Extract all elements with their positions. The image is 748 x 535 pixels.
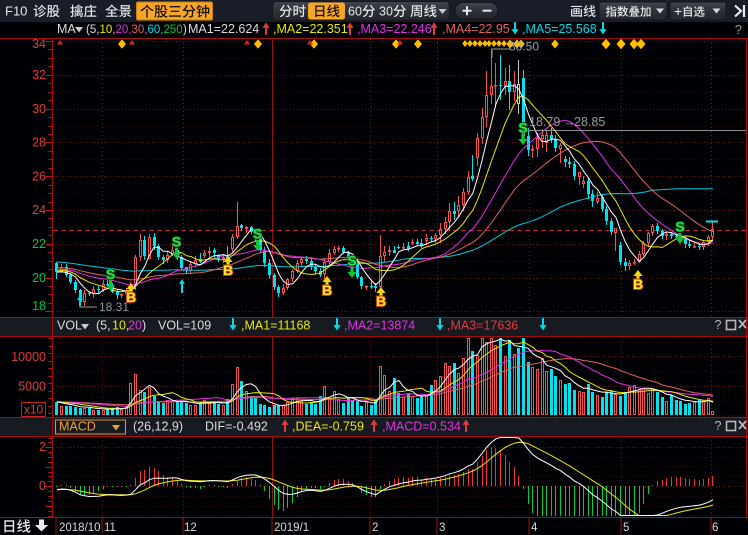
svg-text:B: B [376,293,386,309]
svg-text:250: 250 [164,24,183,36]
svg-text:→: → [563,115,576,129]
svg-text:S: S [172,234,181,250]
svg-text:28.85: 28.85 [574,115,605,129]
svg-text:B: B [126,289,136,305]
svg-text:20: 20 [128,319,142,333]
svg-text:,MA2=13874: ,MA2=13874 [344,319,415,333]
svg-text:34: 34 [32,37,46,51]
svg-text:F10: F10 [5,4,27,19]
svg-text:,MA2=22.351: ,MA2=22.351 [273,22,348,36]
svg-text:,DEA=-0.759: ,DEA=-0.759 [292,420,364,434]
svg-text:B: B [633,276,643,292]
svg-text:18.79: 18.79 [529,115,560,129]
svg-text:): ) [183,24,187,36]
svg-text:,MACD=0.534: ,MACD=0.534 [382,420,461,434]
svg-text:5000: 5000 [18,380,46,394]
svg-text:x10: x10 [24,403,44,417]
svg-text:10,: 10, [112,319,129,333]
svg-text:20: 20 [32,271,46,285]
svg-text:28: 28 [32,136,46,150]
svg-text:4: 4 [531,522,538,534]
svg-text:30: 30 [379,5,393,19]
svg-text:60,: 60, [148,24,164,36]
svg-text:10,: 10, [100,24,116,36]
svg-text:32: 32 [32,68,46,82]
svg-text:6: 6 [712,522,718,534]
svg-text:,MA1=11168: ,MA1=11168 [241,319,310,333]
svg-text:11: 11 [104,522,116,534]
svg-text:30: 30 [32,102,46,116]
svg-text:33.50: 33.50 [509,40,539,54]
svg-text:MA1=22.624: MA1=22.624 [188,22,259,36]
svg-text:22: 22 [32,237,46,251]
svg-text:60: 60 [348,5,362,19]
svg-text:12: 12 [184,522,197,534]
svg-text:MACD: MACD [59,420,96,434]
svg-text:26: 26 [32,169,46,183]
svg-text:?: ? [715,419,722,433]
svg-text:10000: 10000 [11,350,46,364]
svg-text:(26,12,9): (26,12,9) [133,420,183,434]
svg-text:DIF=-0.492: DIF=-0.492 [205,420,268,434]
svg-text:,MA4=22.95: ,MA4=22.95 [442,22,510,36]
svg-text:,MA3=22.246: ,MA3=22.246 [357,22,432,36]
svg-text:VOL=109: VOL=109 [158,319,211,333]
svg-text:2018/10: 2018/10 [59,522,101,534]
svg-text:MA: MA [57,22,76,36]
svg-text:3: 3 [439,522,445,534]
svg-text:+: + [674,3,682,19]
svg-text:2019/1: 2019/1 [274,522,309,534]
svg-text:?: ? [715,318,722,332]
svg-text:S: S [253,226,262,242]
svg-text:S: S [106,266,115,282]
svg-text:18.31: 18.31 [99,300,129,314]
svg-text:2: 2 [372,522,378,534]
svg-text:,MA3=17636: ,MA3=17636 [447,319,518,333]
svg-text:B: B [322,282,332,298]
svg-text:): ) [142,319,146,333]
svg-text:5: 5 [623,522,629,534]
svg-text:20,: 20, [116,24,132,36]
svg-text:?: ? [735,22,742,37]
svg-text:S: S [675,219,684,235]
svg-text:30,: 30, [132,24,148,36]
svg-text:VOL: VOL [57,319,82,333]
svg-text:18: 18 [32,299,46,313]
svg-text:24: 24 [32,203,46,217]
svg-text:,MA5=25.568: ,MA5=25.568 [522,22,597,36]
svg-text:S: S [518,120,527,136]
svg-text:0: 0 [39,479,46,493]
svg-text:(5,: (5, [86,24,99,36]
svg-text:B: B [223,262,233,278]
svg-text:(5,: (5, [96,319,111,333]
svg-text:S: S [347,253,356,269]
svg-text:2: 2 [39,440,46,454]
